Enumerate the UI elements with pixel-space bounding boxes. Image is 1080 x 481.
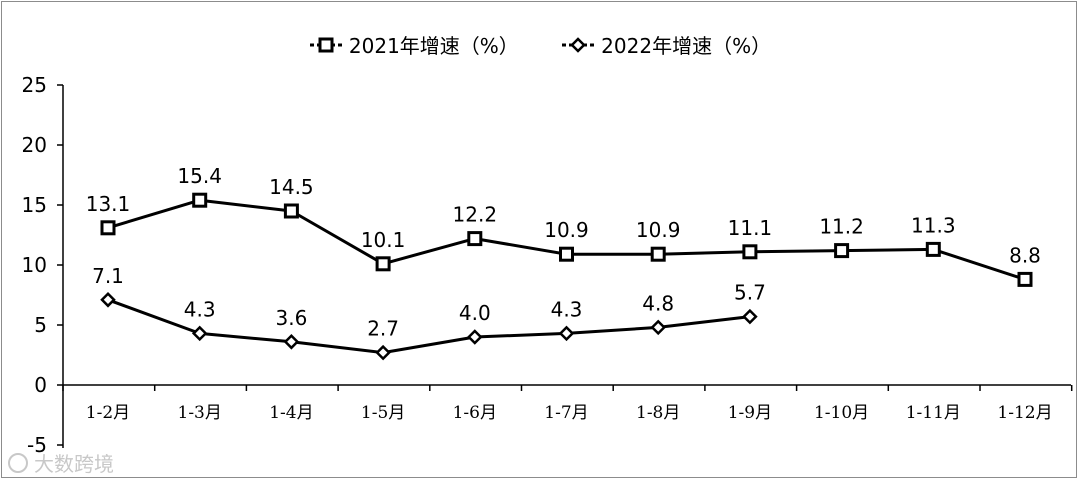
x-tick-label: 1-4月 xyxy=(269,403,313,423)
data-label-2022: 5.7 xyxy=(734,281,766,305)
y-tick-label: -5 xyxy=(27,433,47,457)
data-label-2022: 2.7 xyxy=(367,317,399,341)
y-tick-label: 0 xyxy=(34,373,47,397)
data-point-2021 xyxy=(925,241,941,257)
data-label-2021: 12.2 xyxy=(453,203,498,227)
watermark-logo-icon xyxy=(8,452,28,473)
legend: 2021年增速（%） 2022年增速（%） xyxy=(0,30,1080,59)
data-label-2022: 4.0 xyxy=(459,301,491,325)
series-line-2022 xyxy=(107,298,751,355)
data-label-2022: 7.1 xyxy=(92,264,124,288)
watermark-text: 大数跨境 xyxy=(34,452,114,476)
data-point-2021 xyxy=(742,244,758,260)
x-tick-label: 1-3月 xyxy=(178,403,222,423)
legend-entry-2021: 2021年增速（%） xyxy=(309,30,519,59)
y-tick-label: 10 xyxy=(22,253,47,277)
data-label-2021: 10.1 xyxy=(361,228,406,252)
data-label-2022: 3.6 xyxy=(275,306,307,330)
data-label-2021: 8.8 xyxy=(1009,243,1041,267)
x-tick-label: 1-6月 xyxy=(453,403,497,423)
data-point-2021 xyxy=(375,256,391,272)
data-label-2021: 11.1 xyxy=(728,216,773,240)
data-point-2021 xyxy=(650,246,666,262)
data-point-2022 xyxy=(467,329,483,345)
x-tick-label: 1-9月 xyxy=(728,403,772,423)
data-point-2021 xyxy=(1017,271,1033,287)
data-label-2022: 4.3 xyxy=(184,297,216,321)
data-label-2022: 4.3 xyxy=(551,297,583,321)
data-point-2021 xyxy=(467,231,483,247)
legend-label-2022: 2022年增速（%） xyxy=(601,34,772,58)
x-tick-label: 1-2月 xyxy=(86,403,130,423)
data-point-2022 xyxy=(742,308,758,325)
data-point-2022 xyxy=(650,319,666,336)
data-label-2021: 14.5 xyxy=(269,175,314,199)
y-tick-label: 15 xyxy=(22,193,47,217)
watermark: 大数跨境 xyxy=(8,448,114,477)
data-label-2021: 11.2 xyxy=(819,215,864,239)
data-label-2021: 10.9 xyxy=(544,218,589,242)
data-point-2021 xyxy=(192,192,208,208)
data-label-2021: 15.4 xyxy=(177,164,222,188)
data-point-2022 xyxy=(558,325,575,342)
data-point-2021 xyxy=(100,220,116,236)
data-point-2022 xyxy=(191,325,208,342)
x-tick-label: 1-12月 xyxy=(997,403,1052,423)
data-point-2021 xyxy=(283,203,299,219)
data-label-2021: 10.9 xyxy=(636,218,681,242)
legend-diamond-marker-icon xyxy=(562,36,595,53)
data-point-2021 xyxy=(559,246,574,262)
data-point-2022 xyxy=(100,292,116,308)
x-tick-label: 1-7月 xyxy=(544,403,588,423)
y-tick-label: 25 xyxy=(22,73,47,97)
y-tick-label: 5 xyxy=(34,313,47,337)
data-label-2021: 13.1 xyxy=(86,192,131,216)
legend-entry-2022: 2022年增速（%） xyxy=(561,30,771,59)
data-label-2022: 4.8 xyxy=(642,291,674,315)
x-tick-label: 1-11月 xyxy=(906,403,961,423)
x-tick-label: 1-8月 xyxy=(636,403,680,423)
data-point-2022 xyxy=(283,334,300,350)
data-point-2022 xyxy=(375,344,391,361)
data-label-2021: 11.3 xyxy=(911,213,956,237)
legend-square-marker-icon xyxy=(309,37,342,52)
data-point-2021 xyxy=(834,243,850,259)
x-tick-label: 1-5月 xyxy=(361,403,405,423)
y-tick-label: 20 xyxy=(22,133,47,157)
legend-label-2021: 2021年增速（%） xyxy=(348,34,519,58)
x-tick-label: 1-10月 xyxy=(814,403,869,423)
